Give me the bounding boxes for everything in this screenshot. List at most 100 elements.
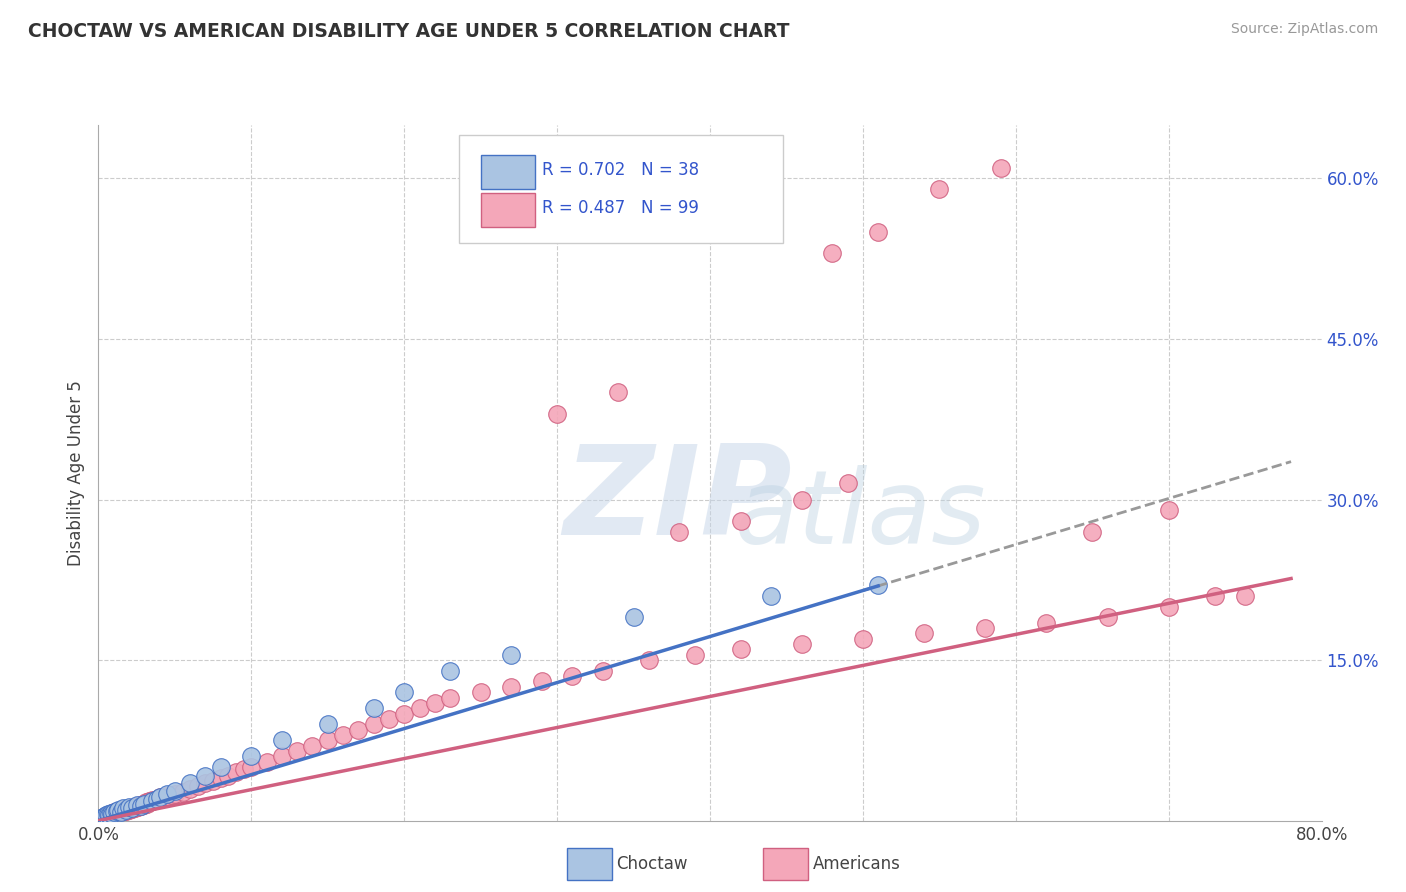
FancyBboxPatch shape [481, 155, 536, 189]
Text: Choctaw: Choctaw [616, 855, 688, 873]
Point [530, 674, 553, 689]
Point [94, 810, 117, 824]
Point [121, 801, 143, 815]
Point [1097, 610, 1119, 624]
Point [172, 785, 194, 799]
Point [974, 621, 997, 635]
Point [470, 685, 492, 699]
Point [347, 723, 370, 737]
Point [152, 791, 174, 805]
Point [1157, 599, 1180, 614]
Text: Source: ZipAtlas.com: Source: ZipAtlas.com [1230, 22, 1378, 37]
Point [129, 798, 152, 813]
Text: CHOCTAW VS AMERICAN DISABILITY AGE UNDER 5 CORRELATION CHART: CHOCTAW VS AMERICAN DISABILITY AGE UNDER… [28, 22, 790, 41]
Point [607, 385, 630, 400]
Text: ZIP: ZIP [564, 440, 792, 561]
Point [105, 806, 128, 821]
Point [225, 765, 247, 780]
Point [623, 610, 645, 624]
Point [91, 810, 114, 824]
Point [194, 769, 217, 783]
Point [98, 808, 121, 822]
Point [110, 804, 132, 818]
Point [98, 809, 121, 823]
Text: atlas: atlas [734, 465, 986, 565]
Point [179, 776, 201, 790]
Point [145, 792, 167, 806]
Point [94, 812, 117, 826]
Point [790, 492, 813, 507]
Point [1081, 524, 1104, 539]
Point [91, 812, 114, 826]
Point [117, 802, 139, 816]
Point [112, 803, 135, 817]
Text: Americans: Americans [813, 855, 900, 873]
Point [392, 685, 416, 699]
Point [163, 787, 186, 801]
Point [94, 809, 117, 823]
Point [93, 809, 115, 823]
Point [179, 781, 201, 796]
Point [141, 793, 163, 807]
Point [363, 701, 385, 715]
Point [160, 788, 183, 802]
Point [125, 797, 148, 812]
Point [194, 776, 217, 790]
Point [1157, 503, 1180, 517]
Point [912, 626, 935, 640]
Point [100, 806, 122, 821]
Point [134, 797, 156, 811]
Point [928, 182, 950, 196]
Point [105, 804, 128, 818]
FancyBboxPatch shape [481, 193, 536, 227]
Point [301, 739, 323, 753]
Point [111, 801, 134, 815]
Text: R = 0.487   N = 99: R = 0.487 N = 99 [543, 200, 699, 218]
Point [115, 804, 138, 818]
Point [209, 771, 232, 785]
Point [149, 790, 172, 805]
Point [156, 787, 179, 801]
Point [89, 813, 111, 827]
Point [145, 792, 167, 806]
Point [332, 728, 354, 742]
Point [136, 797, 159, 811]
Point [316, 733, 339, 747]
Point [501, 648, 523, 662]
Point [93, 810, 115, 824]
Point [423, 696, 446, 710]
Point [103, 807, 125, 822]
Point [837, 476, 859, 491]
Point [103, 805, 125, 819]
Point [141, 794, 163, 808]
Point [118, 799, 141, 814]
Point [127, 799, 149, 814]
Point [668, 524, 690, 539]
Point [501, 680, 523, 694]
Point [128, 797, 150, 812]
Point [378, 712, 401, 726]
Point [142, 794, 165, 808]
Point [637, 653, 661, 667]
Point [217, 769, 239, 783]
Point [104, 807, 127, 822]
Point [852, 632, 875, 646]
Point [990, 161, 1012, 175]
Point [90, 812, 112, 826]
Point [111, 805, 134, 819]
Point [108, 806, 131, 821]
Point [439, 664, 461, 678]
Point [120, 801, 142, 815]
Point [821, 246, 844, 260]
Point [592, 664, 614, 678]
Point [97, 810, 120, 824]
Point [270, 749, 292, 764]
Point [121, 802, 143, 816]
Text: R = 0.702   N = 38: R = 0.702 N = 38 [543, 161, 700, 179]
Point [392, 706, 416, 721]
Point [1204, 589, 1226, 603]
Point [363, 717, 385, 731]
Point [240, 760, 263, 774]
Point [730, 514, 752, 528]
Point [256, 755, 278, 769]
